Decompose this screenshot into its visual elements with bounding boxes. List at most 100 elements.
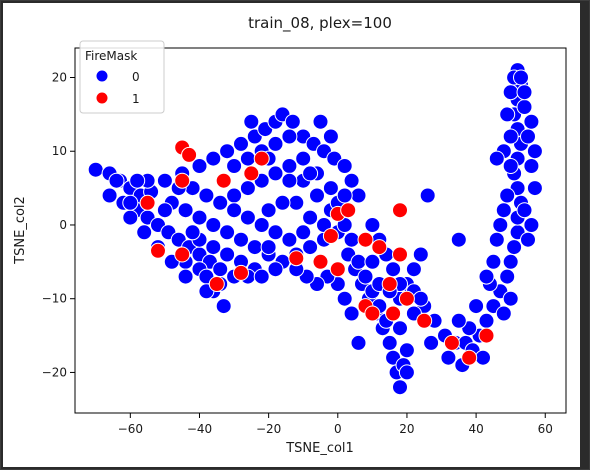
point-series-0-23	[191, 158, 208, 174]
point-series-0-139	[475, 349, 491, 366]
point-series-1-12	[340, 202, 357, 219]
x-axis-label: TSNE_col1	[285, 441, 354, 456]
point-series-0-21	[156, 172, 173, 189]
point-series-0-212	[499, 106, 516, 123]
point-series-0-144	[336, 290, 353, 307]
point-series-0-191	[260, 239, 277, 256]
point-series-0-150	[122, 209, 139, 226]
point-series-0-64	[226, 158, 243, 174]
point-series-1-4	[215, 172, 232, 189]
y-tick-label: 20	[52, 70, 67, 84]
point-series-0-192	[419, 187, 436, 204]
point-series-0-157	[212, 194, 229, 211]
point-series-0-200	[450, 312, 467, 329]
point-series-0-205	[516, 202, 533, 219]
point-series-0-162	[281, 231, 298, 248]
point-series-0-207	[523, 217, 540, 233]
figure: −60 −40 −20 0 20 40 60 −20 −10 0 10 20 train_08, p…	[3, 3, 580, 467]
legend-label-1: 1	[132, 92, 140, 106]
point-series-0-62	[309, 187, 325, 204]
point-series-1-25	[253, 150, 270, 167]
point-series-0-164	[274, 194, 291, 211]
point-series-1-15	[381, 276, 398, 292]
point-series-0-68	[281, 128, 298, 145]
point-series-1-28	[478, 327, 495, 344]
point-series-0-216	[516, 84, 533, 101]
point-series-0-26	[233, 135, 249, 152]
point-series-0-219	[488, 150, 505, 167]
point-series-1-26	[322, 228, 339, 244]
point-series-0-97	[364, 217, 381, 233]
point-series-0-40	[322, 128, 339, 145]
point-series-1-10	[288, 250, 305, 267]
point-series-0-217	[523, 113, 540, 130]
point-series-0-188	[302, 165, 319, 182]
point-series-0-165	[260, 202, 277, 219]
point-series-1-18	[398, 290, 415, 307]
point-series-0-142	[350, 334, 367, 351]
point-series-0-44	[205, 217, 222, 233]
point-series-0-96	[412, 246, 429, 263]
point-series-1-23	[312, 253, 329, 270]
point-series-0-196	[398, 364, 415, 381]
point-series-0-197	[364, 253, 381, 270]
point-series-0-151	[136, 224, 153, 241]
point-series-0-204	[502, 290, 519, 307]
point-series-0-140	[440, 349, 457, 366]
point-series-0-159	[239, 209, 256, 226]
point-series-0-176	[122, 194, 139, 211]
point-series-0-186	[267, 261, 284, 278]
point-series-0-88	[357, 268, 374, 285]
point-series-0-69	[288, 194, 305, 211]
point-series-0-74	[343, 231, 360, 248]
point-series-1-5	[233, 264, 249, 281]
point-series-0-128	[516, 99, 533, 115]
point-series-0-220	[450, 231, 467, 248]
point-series-0-36	[336, 158, 353, 174]
point-series-0-87	[350, 253, 367, 270]
x-tick-label: 20	[399, 422, 414, 436]
point-series-0-131	[526, 180, 543, 197]
point-series-0-213	[502, 84, 519, 101]
point-series-0-201	[468, 298, 485, 315]
point-series-0-154	[177, 268, 194, 285]
y-axis-label: TSNE_col2	[13, 196, 28, 265]
point-series-0-16	[212, 261, 229, 278]
point-series-0-158	[226, 202, 243, 219]
legend-marker-0	[95, 69, 109, 83]
point-series-0-156	[198, 187, 215, 204]
y-tick-label: −10	[42, 292, 67, 306]
point-series-0-132	[495, 202, 512, 219]
point-series-0-60	[281, 158, 298, 174]
chart-title: train_08, plex=100	[248, 14, 392, 33]
point-series-1-6	[174, 246, 191, 263]
point-series-0-135	[485, 253, 502, 270]
point-series-1-2	[174, 172, 191, 189]
point-series-0-181	[184, 224, 201, 241]
point-series-0-0	[87, 161, 104, 178]
point-series-0-70	[302, 209, 319, 226]
point-series-1-9	[208, 276, 225, 292]
point-series-1-1	[181, 146, 198, 163]
legend-label-0: 0	[132, 70, 140, 84]
point-series-0-86	[398, 342, 415, 359]
point-series-0-134	[488, 231, 505, 248]
plot-frame	[74, 47, 567, 414]
point-series-1-16	[385, 305, 402, 322]
point-series-1-17	[392, 246, 408, 263]
point-series-1-29	[443, 334, 460, 351]
y-ticks: −20 −10 0 10 20	[42, 70, 75, 379]
point-series-0-215	[513, 69, 529, 86]
point-series-0-178	[129, 172, 146, 189]
point-series-0-95	[405, 261, 422, 278]
point-series-0-67	[267, 135, 284, 152]
point-series-1-27	[461, 349, 478, 366]
point-series-0-161	[267, 224, 284, 241]
point-series-0-43	[191, 209, 208, 226]
point-series-0-18	[215, 298, 232, 315]
point-series-0-195	[392, 320, 408, 337]
point-series-0-39	[312, 113, 329, 130]
point-series-0-209	[502, 158, 519, 174]
point-series-0-113	[499, 268, 516, 285]
point-series-0-211	[502, 128, 519, 145]
